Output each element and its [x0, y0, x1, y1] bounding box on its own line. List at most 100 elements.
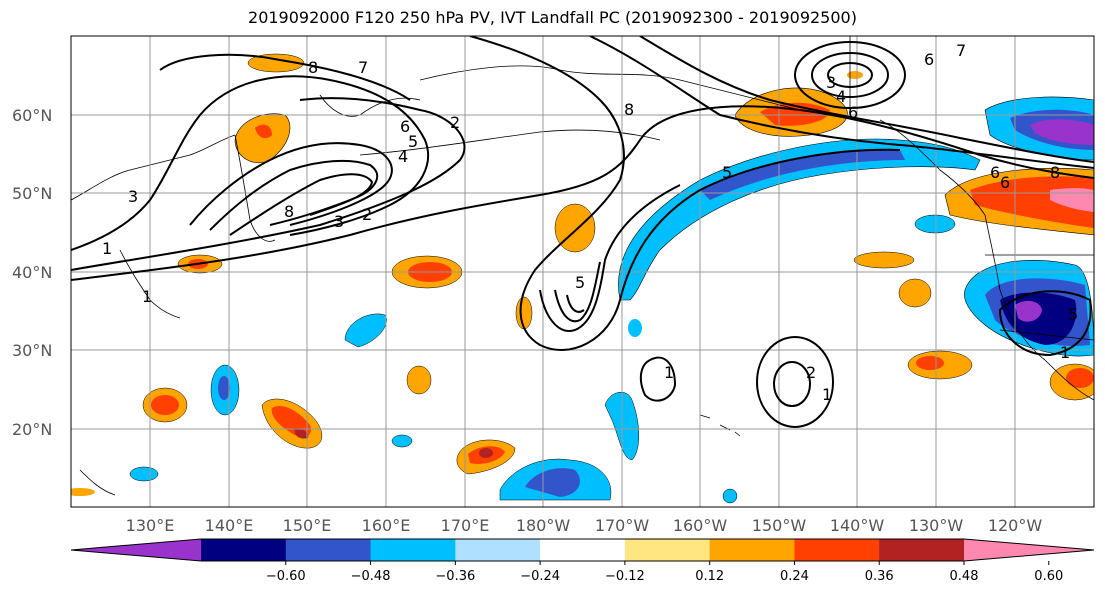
- contour-label: 7: [956, 41, 966, 60]
- colorbar-tick-label: −0.24: [520, 569, 560, 584]
- lon-label: 180°W: [516, 516, 571, 535]
- positive-band-northeast-peak: [1050, 188, 1094, 212]
- contour-label: 3: [334, 212, 344, 231]
- positive-blob-12: [406, 365, 432, 395]
- colorbar-tick-label: −0.48: [351, 569, 391, 584]
- contour-label: 2: [806, 363, 816, 382]
- border-us-mexico: [999, 329, 1094, 341]
- longitude-labels: 130°E 140°E 150°E 160°E 170°E 180°W 170°…: [126, 516, 1043, 535]
- pv-contour-loop-west: [159, 53, 411, 101]
- colorbar-tick-label: 0.24: [780, 569, 809, 584]
- pv-contour-2: [71, 97, 466, 271]
- colorbar-tick-label: −0.36: [435, 569, 475, 584]
- positive-blob-9-core: [1066, 368, 1094, 388]
- contour-label: 2: [362, 205, 372, 224]
- negative-mexico-peak: [1015, 300, 1042, 322]
- negative-blob-8: [722, 488, 738, 504]
- contour-label: 6: [400, 117, 410, 136]
- pv-contour-outer: [71, 105, 1094, 281]
- positive-kamchatka: [234, 113, 291, 164]
- pv-contour-ridge-outer: [469, 36, 901, 351]
- negative-blob-9: [914, 214, 956, 234]
- colorbar-tick-label: −0.12: [605, 569, 645, 584]
- coastline-kamchatka: [234, 134, 276, 242]
- pv-cutoff-low-inner: [773, 361, 811, 407]
- pv-contour-north-1: [589, 36, 1094, 169]
- lat-label: 40°N: [12, 263, 52, 282]
- lat-label: 30°N: [12, 341, 52, 360]
- negative-blob-1: [344, 313, 387, 348]
- lat-label: 50°N: [12, 184, 52, 203]
- latitude-labels: 60°N 50°N 40°N 30°N 20°N: [12, 106, 52, 439]
- contour-label: 7: [358, 58, 368, 77]
- lon-label: 150°E: [283, 516, 332, 535]
- contour-label: 1: [142, 287, 152, 306]
- colorbar-segment: [540, 539, 626, 561]
- contour-label: 1: [1060, 343, 1070, 362]
- colorbar-tick-label: 0.48: [950, 569, 979, 584]
- colorbar-segment: [624, 539, 711, 561]
- positive-blob-13-peak: [479, 448, 493, 458]
- coastline-british-columbia: [879, 119, 986, 216]
- lat-label: 20°N: [12, 420, 52, 439]
- pv-contour-trough-core: [229, 173, 374, 236]
- contour-label-group: 8 7 6 5 4 3 2 1 1 2 3 5 8 8 6 7 6 5 4 3 …: [102, 41, 1078, 404]
- contour-label: 3: [128, 187, 138, 206]
- colorbar-tick-label: 0.60: [1034, 569, 1063, 584]
- colorbar-segment: [794, 539, 880, 561]
- contour-label: 6: [990, 163, 1000, 182]
- map-title: 2019092000 F120 250 hPa PV, IVT Landfall…: [248, 8, 857, 27]
- colorbar-segment: [370, 539, 456, 561]
- contour-label: 3: [826, 73, 836, 92]
- colorbar-extend-high: [964, 539, 1094, 561]
- contour-label: 8: [284, 202, 294, 221]
- negative-blob-7-core: [525, 468, 580, 497]
- contour-label: 4: [398, 147, 408, 166]
- lat-label: 60°N: [12, 106, 52, 125]
- colorbar-extend-low: [71, 539, 201, 561]
- contour-label: 8: [1050, 163, 1060, 182]
- contour-label: 1: [664, 363, 674, 382]
- lon-label: 170°W: [595, 516, 650, 535]
- positive-blob-1: [247, 53, 305, 73]
- pv-contour-north-2: [639, 36, 1094, 163]
- positive-blob-5: [515, 296, 533, 330]
- contour-label: 5: [1068, 305, 1078, 324]
- positive-blob-11-peak: [294, 428, 309, 439]
- lon-label: 140°E: [205, 516, 254, 535]
- contour-label: 8: [308, 58, 318, 77]
- lon-label: 140°W: [830, 516, 885, 535]
- colorbar-segment: [285, 539, 372, 561]
- coastline-baja: [1044, 359, 1094, 401]
- lon-label: 160°E: [362, 516, 411, 535]
- negative-blob-4: [628, 319, 642, 337]
- contour-label: 6: [924, 50, 934, 69]
- lon-label: 120°W: [988, 516, 1043, 535]
- negative-blob-5: [391, 434, 413, 448]
- pv-contours: [71, 36, 1094, 428]
- contour-label: 5: [575, 273, 585, 292]
- pv-low-ring-outer: [794, 41, 906, 109]
- contour-label: 6: [848, 103, 858, 122]
- negative-north-america-peak: [1030, 119, 1094, 145]
- pv-contour-trough-mid: [189, 142, 393, 226]
- positive-blob-6: [853, 251, 915, 269]
- map-plot-area: 8 7 6 5 4 3 2 1 1 2 3 5 8 8 6 7 6 5 4 3 …: [71, 36, 1094, 507]
- colorbar-tick-label: −0.60: [266, 569, 306, 584]
- colorbar: −0.60 −0.48 −0.36 −0.24 −0.12 0.12 0.24 0.36 0.4…: [70, 538, 1095, 584]
- contour-label: 5: [722, 163, 732, 182]
- colorbar-outline: [70, 538, 1095, 562]
- pv-contour-ridge-inner-2: [554, 261, 601, 323]
- negative-band-core: [700, 149, 905, 200]
- contour-label: 8: [624, 100, 634, 119]
- gridlines: [71, 36, 1094, 507]
- negative-blob-6: [129, 466, 159, 482]
- colorbar-tick-label: 0.12: [695, 569, 724, 584]
- pv-low-ring-inner: [827, 62, 873, 88]
- positive-blob-10-core: [151, 395, 179, 415]
- map-frame: [70, 35, 1095, 508]
- coastline-asia: [71, 134, 236, 201]
- colorbar-segment: [879, 539, 965, 561]
- pv-contour-mexico: [998, 290, 1092, 357]
- colorbar-tick-label: 0.36: [865, 569, 894, 584]
